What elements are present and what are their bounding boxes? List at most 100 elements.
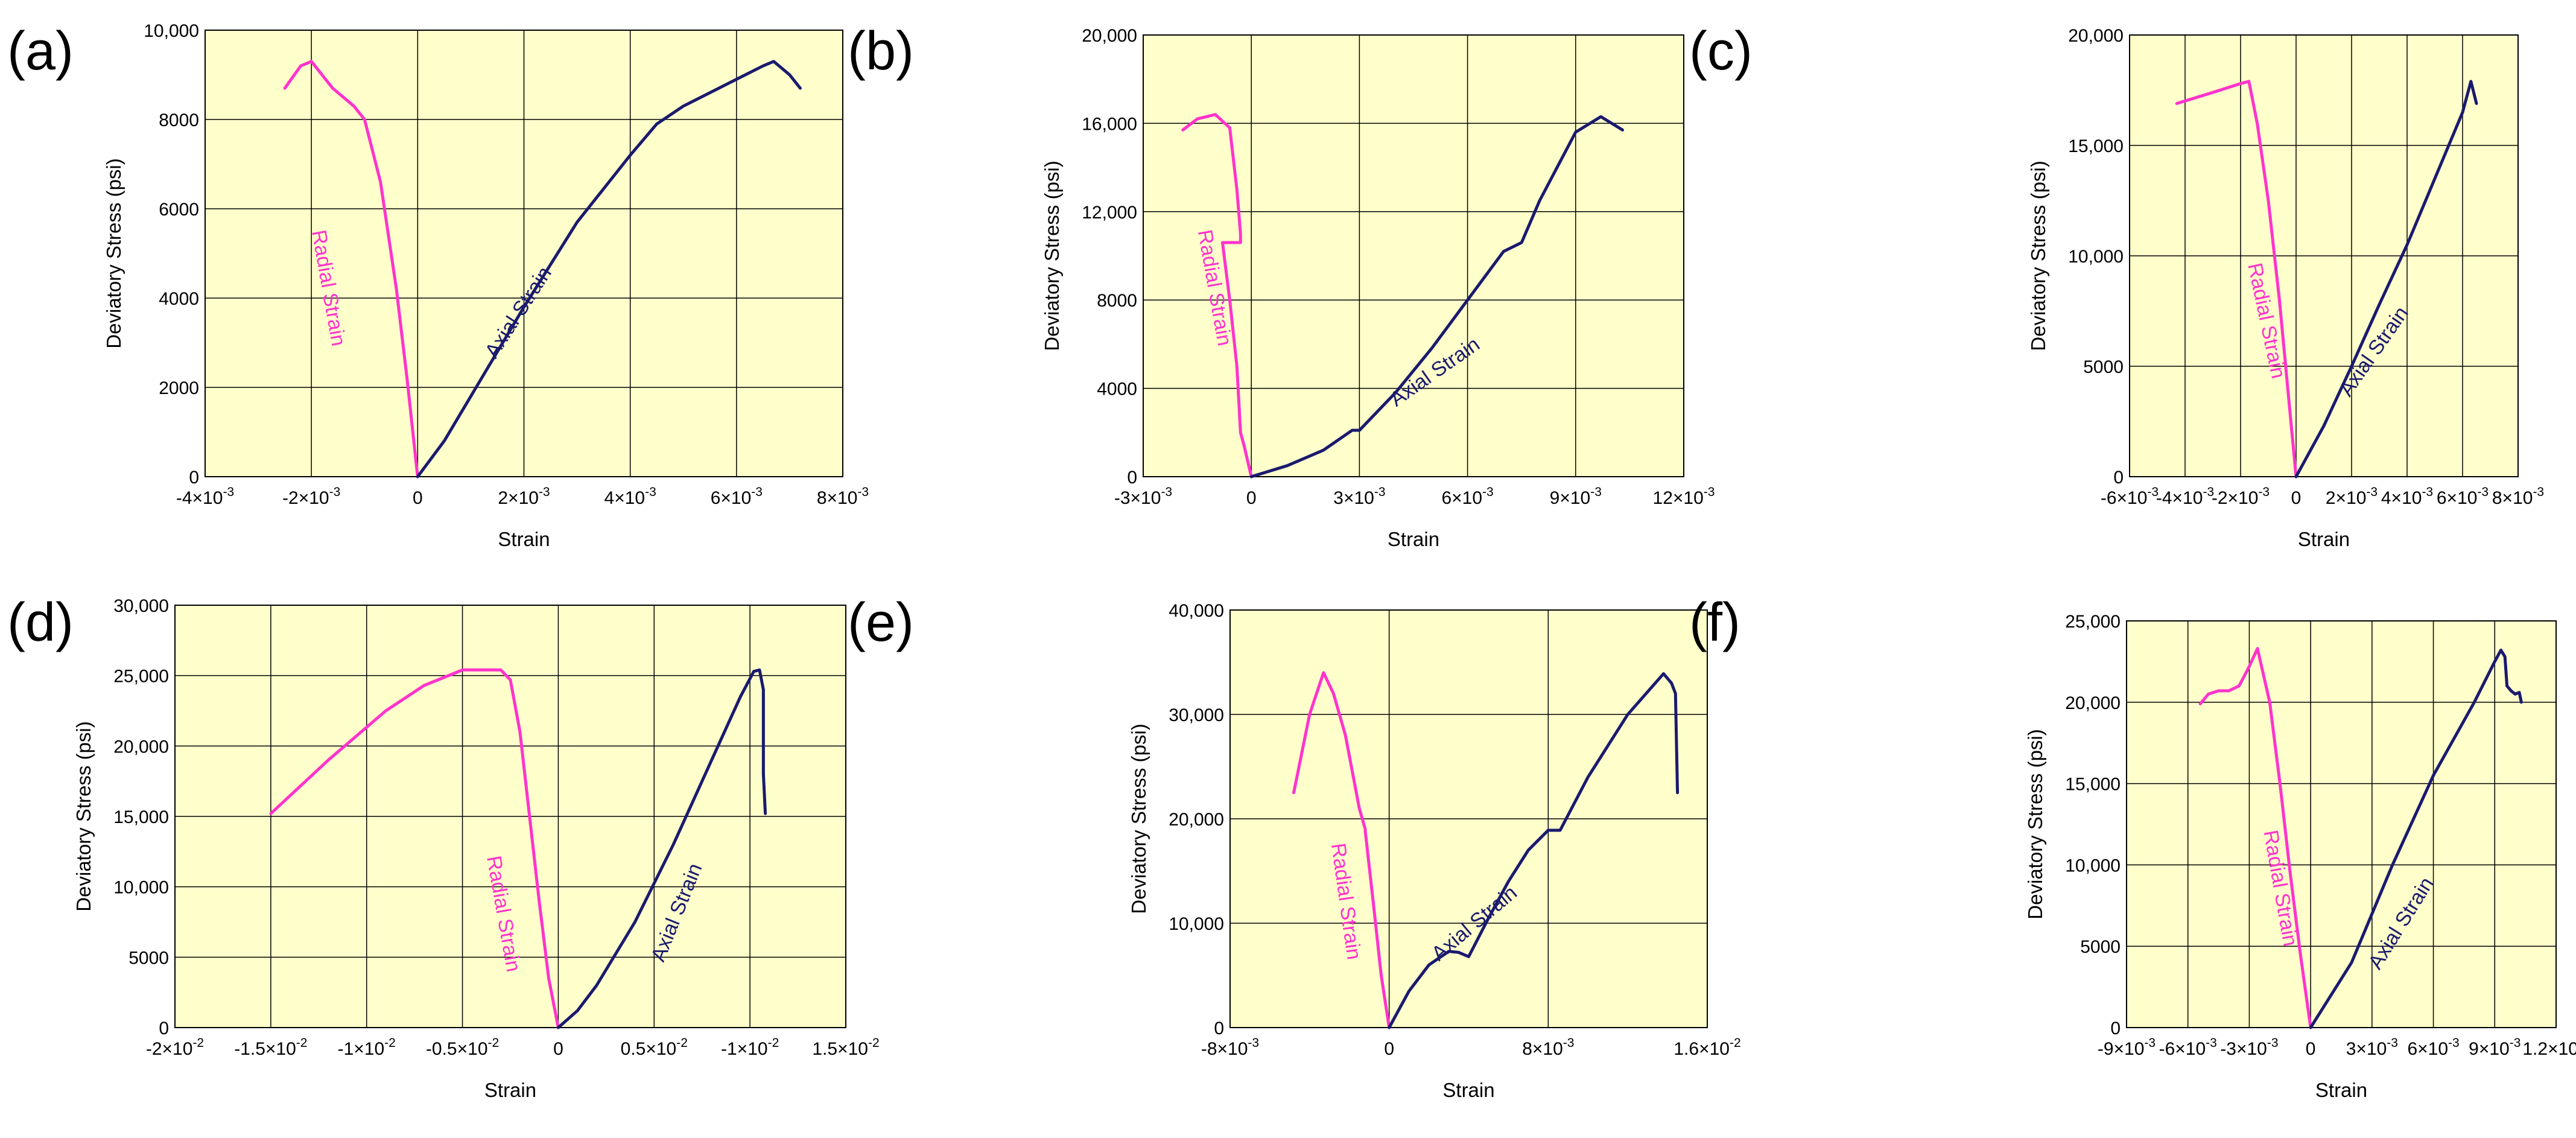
y-tick-label: 6000 <box>159 200 199 220</box>
y-tick-label: 30,000 <box>113 596 169 616</box>
axial-strain-line <box>2309 649 2523 1029</box>
y-tick-label: 10,000 <box>2065 856 2121 876</box>
x-tick-label: 6×10-3 <box>2407 1036 2459 1059</box>
panel-f: -9×10-3 -6×10-3 -3×10-3 0 3×10-3 6×10-3 9×10-3… <box>1689 593 2576 1101</box>
y-tick-label: 10,000 <box>144 21 199 41</box>
x-tick-label: 1.5×10-2 <box>812 1036 879 1059</box>
x-tick-label: -2×10-3 <box>2212 485 2270 508</box>
y-tick-label: 25,000 <box>2065 612 2121 632</box>
x-tick-label: 3×10-3 <box>2346 1036 2398 1059</box>
y-tick-label: 5000 <box>128 948 169 968</box>
y-tick-label: 4000 <box>1097 380 1137 399</box>
y-tick-label: 0 <box>1127 468 1137 488</box>
x-tick-label: 0.5×10-2 <box>621 1036 688 1059</box>
axial-strain-line <box>2294 80 2478 478</box>
y-tick-label: 5000 <box>2080 937 2121 957</box>
y-axis-title: Deviatory Stress (psi) <box>2024 729 2046 919</box>
x-tick-label: -4×10-3 <box>176 485 234 508</box>
panel-c: -6×10-3-4×10-3-2×10-3 0 2×10-3 4×10-3 6×10-3… <box>1689 21 2544 550</box>
y-tick-label: 40,000 <box>1169 601 1224 621</box>
radial-strain-line <box>2175 80 2298 478</box>
radial-strain-line <box>1292 671 1391 1029</box>
x-tick-label: -8×10-3 <box>1201 1036 1259 1059</box>
y-tick-label: 25,000 <box>113 667 169 687</box>
panel-label: (e) <box>848 593 914 653</box>
x-tick-label: 2×10-3 <box>2326 485 2378 508</box>
x-tick-label: 8×10-3 <box>817 485 869 508</box>
y-axis-title: Deviatory Stress (psi) <box>1041 161 1063 351</box>
x-tick-label: 0 <box>1384 1039 1394 1059</box>
plot-area <box>2126 620 2557 1028</box>
y-tick-label: 20,000 <box>2068 26 2124 46</box>
y-tick-label: 20,000 <box>1169 810 1224 830</box>
y-axis-title: Deviatory Stress (psi) <box>72 721 95 911</box>
x-tick-label: 4×10-3 <box>604 485 656 508</box>
x-tick-label: 3×10-3 <box>1333 485 1385 508</box>
plot-area <box>1143 34 1684 477</box>
x-tick-label: 2×10-3 <box>498 485 550 508</box>
y-tick-label: 4000 <box>159 289 199 309</box>
y-tick-label: 12,000 <box>1082 203 1137 223</box>
y-tick-label: 0 <box>2110 1019 2121 1038</box>
x-tick-label: 0 <box>2291 488 2302 508</box>
panel-a: -4×10-3 -2×10-3 0 2×10-3 4×10-3 6×10-3 8×10-3 0… <box>7 21 869 550</box>
x-tick-label: -1×10-2 <box>338 1036 396 1059</box>
y-tick-label: 30,000 <box>1169 705 1224 725</box>
axial-strain-line <box>416 60 802 478</box>
y-tick-label: 0 <box>1214 1019 1224 1038</box>
x-tick-label: -1×10-2 <box>721 1036 779 1059</box>
y-tick-label: 16,000 <box>1082 114 1137 134</box>
axial-strain-line <box>556 668 767 1029</box>
y-tick-label: 20,000 <box>113 737 169 757</box>
x-axis-title: Strain <box>2298 528 2350 550</box>
radial-strain-line <box>269 668 560 1029</box>
x-tick-label: -4×10-3 <box>2156 485 2214 508</box>
y-tick-label: 15,000 <box>2065 775 2121 795</box>
y-tick-label: 15,000 <box>2068 136 2124 156</box>
panel-label: (f) <box>1689 593 1740 653</box>
x-tick-label: -2×10-2 <box>146 1036 204 1059</box>
x-tick-label: 0 <box>2306 1039 2316 1059</box>
x-tick-label: 8×10-3 <box>1522 1036 1574 1059</box>
y-tick-label: 8000 <box>1097 291 1137 311</box>
panel-e: -8×10-3 0 8×10-3 1.6×10-2010,00020,00030,00… <box>848 593 1741 1101</box>
x-axis-title: Strain <box>2315 1079 2367 1101</box>
panel-label: (d) <box>7 593 74 653</box>
y-tick-label: 10,000 <box>113 878 169 898</box>
radial-strain-line <box>1181 113 1253 478</box>
radial-strain-line <box>2198 647 2312 1029</box>
x-tick-label: 6×10-3 <box>1441 485 1493 508</box>
x-tick-label: 0 <box>413 488 423 508</box>
radial-strain-line <box>283 60 419 478</box>
x-axis-title: Strain <box>484 1079 536 1101</box>
y-axis-title: Deviatory Stress (psi) <box>103 158 125 348</box>
y-axis-title: Deviatory Stress (psi) <box>1128 723 1150 914</box>
y-tick-label: 20,000 <box>1082 26 1137 46</box>
x-tick-label: -6×10-3 <box>2159 1036 2217 1059</box>
x-tick-label: 4×10-3 <box>2381 485 2433 508</box>
panel-d: -2×10-2 -1.5×10-2 -1×10-2 -0.5×10-2 0 0.5×10-… <box>7 593 880 1101</box>
x-tick-label: -3×10-3 <box>1114 485 1172 508</box>
axial-strain-line <box>1388 672 1680 1029</box>
x-tick-label: 6×10-3 <box>2437 485 2489 508</box>
x-tick-label: 9×10-3 <box>1550 485 1602 508</box>
x-tick-label: -6×10-3 <box>2101 485 2159 508</box>
x-tick-label: 8×10-3 <box>2492 485 2544 508</box>
y-tick-label: 8000 <box>159 110 199 130</box>
x-tick-label: -3×10-3 <box>2220 1036 2278 1059</box>
y-tick-label: 10,000 <box>1169 914 1224 934</box>
x-tick-label: 9×10-3 <box>2469 1036 2520 1059</box>
y-tick-label: 0 <box>159 1019 169 1038</box>
x-tick-label: 0 <box>1246 488 1257 508</box>
y-tick-label: 15,000 <box>113 807 169 827</box>
x-tick-label: 12×10-3 <box>1653 485 1715 508</box>
y-tick-label: 20,000 <box>2065 693 2121 713</box>
panel-b: -3×10-3 0 3×10-3 6×10-3 9×10-3 12×10-30400080… <box>848 21 1715 550</box>
y-tick-label: 5000 <box>2083 357 2124 377</box>
x-axis-title: Strain <box>1388 528 1439 550</box>
panel-label: (c) <box>1689 21 1753 81</box>
axial-strain-line <box>1249 115 1624 478</box>
x-tick-label: -2×10-3 <box>282 485 340 508</box>
panel-label: (a) <box>7 21 74 81</box>
